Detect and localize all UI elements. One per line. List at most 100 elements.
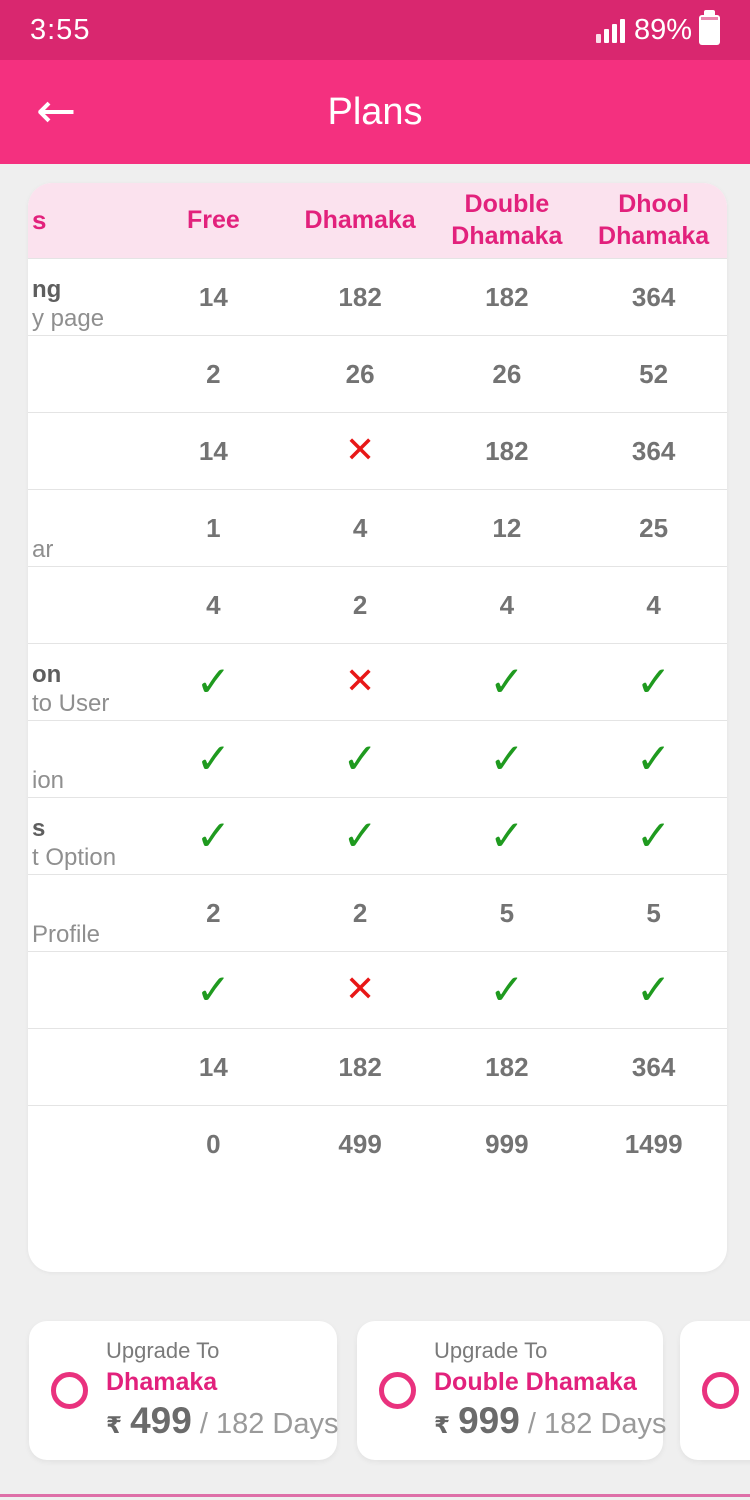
cross-icon: ✕ <box>345 430 376 471</box>
cell-value: 1 <box>206 512 221 543</box>
plans-table[interactable]: s Free Dhamaka Double Dhamaka Dhool Dham… <box>28 183 727 1272</box>
radio-circle-icon[interactable] <box>51 1372 88 1409</box>
table-row: on to User ✓ ✕ ✓ ✓ <box>28 643 727 720</box>
table-row: s t Option ✓ ✓ ✓ ✓ <box>28 797 727 874</box>
value-cell: ✓ <box>140 661 287 703</box>
value-cell: 182 <box>434 1052 581 1083</box>
feature-label-line2: to User <box>32 690 110 717</box>
feature-label-cell <box>28 413 140 487</box>
feature-label-line2 <box>32 997 140 1026</box>
cell-value: 182 <box>485 281 529 312</box>
value-cell: 1 <box>140 513 287 544</box>
plan-name-label: Dhamaka <box>106 1367 218 1396</box>
feature-label-line2 <box>32 458 140 487</box>
feature-label-line2 <box>32 612 140 641</box>
feature-label-cell: Profile <box>28 875 140 949</box>
feature-label-line1 <box>32 1122 140 1151</box>
cell-value: 364 <box>631 1051 676 1082</box>
cross-icon: ✕ <box>345 969 376 1010</box>
value-cell: 999 <box>434 1129 581 1160</box>
value-cell: 26 <box>287 359 434 390</box>
status-bar: 3:55 89% <box>0 0 750 60</box>
upgrade-plan-card[interactable]: Upgrade To Double Dhamaka ₹ 999 / 182 Da… <box>357 1321 667 1460</box>
battery-icon <box>699 10 720 45</box>
radio-circle-icon[interactable] <box>702 1372 739 1409</box>
value-cell: 2 <box>287 898 434 929</box>
value-cell: 364 <box>580 282 727 313</box>
value-cell: ✓ <box>434 969 581 1011</box>
value-cell: 4 <box>434 590 581 621</box>
feature-label-line1: s <box>32 815 46 842</box>
value-cell: 499 <box>287 1129 434 1160</box>
value-cell: ✓ <box>287 815 434 857</box>
value-cell: 0 <box>140 1129 287 1160</box>
value-cell: 26 <box>434 359 581 390</box>
table-row: Profile 2 2 5 5 <box>28 874 727 951</box>
feature-label-line1 <box>32 583 140 612</box>
feature-label-line2: Profile <box>32 921 101 948</box>
value-cell: 5 <box>580 898 727 929</box>
check-icon: ✓ <box>489 657 525 706</box>
check-icon: ✓ <box>636 811 672 860</box>
table-header-row: s Free Dhamaka Double Dhamaka Dhool Dham… <box>28 183 727 258</box>
value-cell: 182 <box>434 282 581 313</box>
column-header-double-dhamaka: Double Dhamaka <box>451 190 563 250</box>
cell-value: 4 <box>499 589 515 620</box>
feature-label-line1: on <box>32 661 62 688</box>
check-icon: ✓ <box>195 965 231 1014</box>
cell-value: 4 <box>206 589 221 620</box>
status-time: 3:55 <box>30 13 91 46</box>
value-cell: 14 <box>140 1052 287 1083</box>
currency-symbol: ₹ <box>434 1412 451 1439</box>
cell-value: 364 <box>631 435 676 466</box>
check-icon: ✓ <box>636 734 672 783</box>
value-cell: ✓ <box>580 661 727 703</box>
value-cell: 182 <box>434 436 581 467</box>
cell-value: 2 <box>206 897 221 928</box>
feature-label-line1 <box>32 352 140 381</box>
feature-label-line1: ng <box>32 276 62 303</box>
radio-circle-icon[interactable] <box>379 1372 416 1409</box>
value-cell: 182 <box>287 282 434 313</box>
cell-value: 14 <box>198 435 228 466</box>
value-cell: 52 <box>580 359 727 390</box>
value-cell: 2 <box>140 898 287 929</box>
upgrade-plan-card[interactable]: Upgrade To Dhamaka ₹ 499 / 182 Days <box>29 1321 339 1460</box>
feature-label-line2: y page <box>32 305 105 332</box>
value-cell: ✓ <box>580 738 727 780</box>
cell-value: 26 <box>492 358 522 389</box>
cell-value: 5 <box>499 897 515 928</box>
value-cell: ✓ <box>287 738 434 780</box>
feature-label-line1 <box>32 1045 140 1074</box>
cell-value: 2 <box>206 358 221 389</box>
check-icon: ✓ <box>342 734 378 783</box>
plan-price: ₹ 999 / 182 Days <box>434 1399 667 1443</box>
back-arrow-icon[interactable]: ← <box>26 83 86 139</box>
cell-value: 14 <box>198 1051 228 1082</box>
cell-value: 364 <box>631 281 676 312</box>
feature-label-cell: on to User <box>28 644 140 718</box>
check-icon: ✓ <box>489 965 525 1014</box>
page-title: Plans <box>327 90 423 133</box>
feature-label-line1 <box>32 891 140 920</box>
cell-value: 4 <box>352 512 368 543</box>
upgrade-to-label: Upgrade To <box>434 1338 548 1364</box>
signal-strength-icon <box>593 17 625 43</box>
cell-value: 2 <box>352 897 368 928</box>
cell-value: 52 <box>639 358 669 389</box>
check-icon: ✓ <box>636 965 672 1014</box>
upgrade-plan-card[interactable] <box>680 1321 750 1460</box>
cell-value: 182 <box>338 281 382 312</box>
value-cell: ✓ <box>434 815 581 857</box>
column-header-features: s <box>32 205 47 235</box>
value-cell: ✓ <box>140 738 287 780</box>
feature-label-cell <box>28 1106 140 1180</box>
feature-label-cell: ng y page <box>28 259 140 333</box>
value-cell: 12 <box>434 513 581 544</box>
plan-price: ₹ 499 / 182 Days <box>106 1399 339 1443</box>
table-row: ar 1 4 12 25 <box>28 489 727 566</box>
feature-label-cell <box>28 336 140 410</box>
feature-label-line1 <box>32 737 140 766</box>
feature-label-line2: t Option <box>32 844 117 871</box>
price-period: / 182 Days <box>199 1408 339 1441</box>
